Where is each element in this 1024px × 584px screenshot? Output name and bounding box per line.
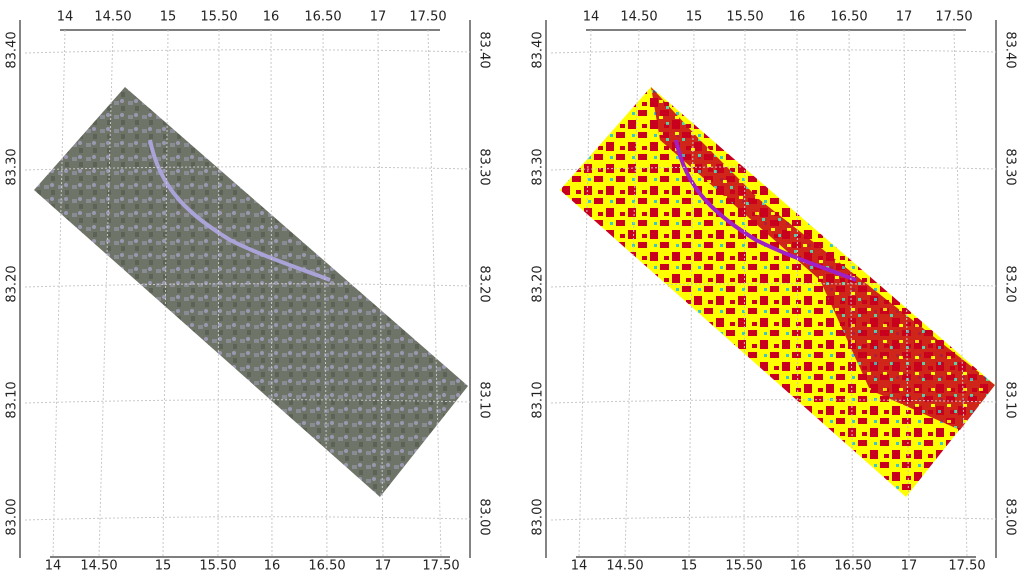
satellite-image xyxy=(34,87,468,497)
lon-label: 17.50 xyxy=(409,10,446,25)
lat-label: 83.10 xyxy=(5,381,20,418)
grid-line xyxy=(24,166,471,171)
lat-label: 83.40 xyxy=(5,31,20,68)
lat-label: 83.20 xyxy=(1003,265,1018,302)
grid-line xyxy=(24,49,471,54)
lat-label: 83.10 xyxy=(531,381,546,418)
lon-label: 15 xyxy=(681,559,698,574)
lon-label: 16 xyxy=(263,10,280,25)
river xyxy=(674,139,857,282)
lon-label: 16.50 xyxy=(304,10,341,25)
lat-label: 83.30 xyxy=(531,148,546,185)
lon-label: 16 xyxy=(790,559,807,574)
lon-label: 16 xyxy=(264,559,281,574)
lat-label: 83.00 xyxy=(1003,498,1018,535)
lat-label: 83.40 xyxy=(1003,31,1018,68)
lat-label: 83.30 xyxy=(1003,148,1018,185)
grid-line xyxy=(24,516,471,521)
lon-label: 14 xyxy=(571,559,588,574)
lon-label: 15 xyxy=(155,559,172,574)
grid-line xyxy=(427,29,442,558)
grid-line xyxy=(52,29,66,558)
lon-label: 16.50 xyxy=(834,559,871,574)
lat-label: 83.10 xyxy=(1003,381,1018,418)
lat-label: 83.20 xyxy=(531,265,546,302)
lon-label: 14.50 xyxy=(80,559,117,574)
lon-label: 15.50 xyxy=(725,559,762,574)
lat-label: 83.40 xyxy=(477,31,492,68)
lon-label: 17.50 xyxy=(948,559,985,574)
panel: 83.40 83.40 83.30 83.30 83.20 83.20 83.10 83.10… xyxy=(531,10,1018,574)
lon-label: 15.50 xyxy=(199,559,236,574)
grid-line xyxy=(550,516,997,521)
lat-label: 83.30 xyxy=(477,148,492,185)
lat-label: 83.00 xyxy=(477,498,492,535)
river xyxy=(148,139,331,282)
lat-label: 83.00 xyxy=(531,498,546,535)
lon-label: 14.50 xyxy=(606,559,643,574)
grid-line xyxy=(24,283,471,288)
lon-label: 14 xyxy=(583,10,600,25)
lon-label: 17 xyxy=(901,559,918,574)
classified-image xyxy=(560,87,995,497)
panel: 83.40 83.40 83.30 83.30 83.20 83.20 83.10 83.10… xyxy=(5,10,492,574)
lon-label: 16.50 xyxy=(830,10,867,25)
grid-line xyxy=(578,29,592,558)
lon-label: 14 xyxy=(45,559,62,574)
lon-label: 16 xyxy=(789,10,806,25)
grid-line xyxy=(550,399,997,404)
lon-label: 15.50 xyxy=(200,10,237,25)
grid-line xyxy=(550,283,997,288)
lon-label: 17.50 xyxy=(422,559,459,574)
grid-line xyxy=(953,29,968,558)
grid-line xyxy=(24,399,471,404)
lon-label: 17 xyxy=(375,559,392,574)
lon-label: 15 xyxy=(686,10,703,25)
classified-region xyxy=(651,87,995,430)
lon-label: 17 xyxy=(896,10,913,25)
lon-label: 15 xyxy=(160,10,177,25)
lat-label: 83.20 xyxy=(477,265,492,302)
lon-label: 14 xyxy=(57,10,74,25)
grid-line xyxy=(550,166,997,171)
lat-label: 83.10 xyxy=(477,381,492,418)
lat-label: 83.40 xyxy=(531,31,546,68)
lon-label: 17 xyxy=(370,10,387,25)
lat-label: 83.00 xyxy=(5,498,20,535)
lat-label: 83.30 xyxy=(5,148,20,185)
lon-label: 16.50 xyxy=(308,559,345,574)
lon-label: 14.50 xyxy=(94,10,131,25)
lon-label: 14.50 xyxy=(620,10,657,25)
lon-label: 15.50 xyxy=(726,10,763,25)
lat-label: 83.20 xyxy=(5,265,20,302)
lon-label: 17.50 xyxy=(935,10,972,25)
grid-line xyxy=(550,49,997,54)
